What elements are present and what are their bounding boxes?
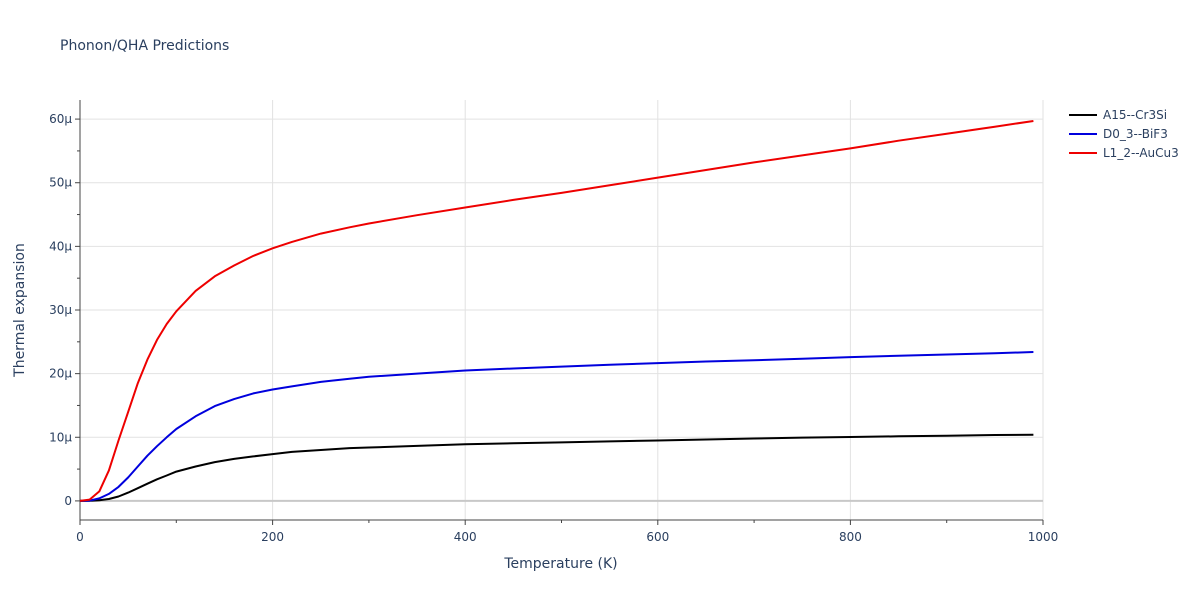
grid	[80, 100, 1044, 520]
x-tick-label: 400	[454, 530, 477, 544]
legend-label-0: A15--Cr3Si	[1103, 108, 1167, 122]
y-tick-label: 60µ	[49, 112, 72, 126]
axes: 0 200 400 600 800 1000 0 10µ 20µ 30µ 40µ 50µ 60µ	[49, 100, 1058, 544]
y-axis-title: Thermal expansion	[12, 243, 28, 378]
series-line-2	[79, 120, 1034, 502]
y-tick-label: 0	[64, 494, 72, 508]
y-tick-label: 20µ	[49, 367, 72, 381]
y-tick-label: 40µ	[49, 239, 72, 253]
x-tick-label: 800	[839, 530, 862, 544]
x-axis-title: Temperature (K)	[503, 556, 617, 572]
x-tick-label: 0	[76, 530, 84, 544]
y-tick-label: 50µ	[49, 176, 72, 190]
chart-title: Phonon/QHA Predictions	[60, 38, 229, 54]
y-tick-label: 10µ	[49, 430, 72, 444]
x-tick-label: 200	[261, 530, 284, 544]
x-tick-label: 1000	[1028, 530, 1059, 544]
legend[interactable]: A15--Cr3Si D0_3--BiF3 L1_2--AuCu3	[1069, 108, 1179, 160]
series-group	[79, 120, 1034, 502]
x-tick-label: 600	[646, 530, 669, 544]
legend-label-2: L1_2--AuCu3	[1103, 146, 1179, 160]
series-line-0	[79, 433, 1034, 502]
y-tick-label: 30µ	[49, 303, 72, 317]
series-line-1	[79, 351, 1034, 502]
legend-label-1: D0_3--BiF3	[1103, 127, 1168, 141]
